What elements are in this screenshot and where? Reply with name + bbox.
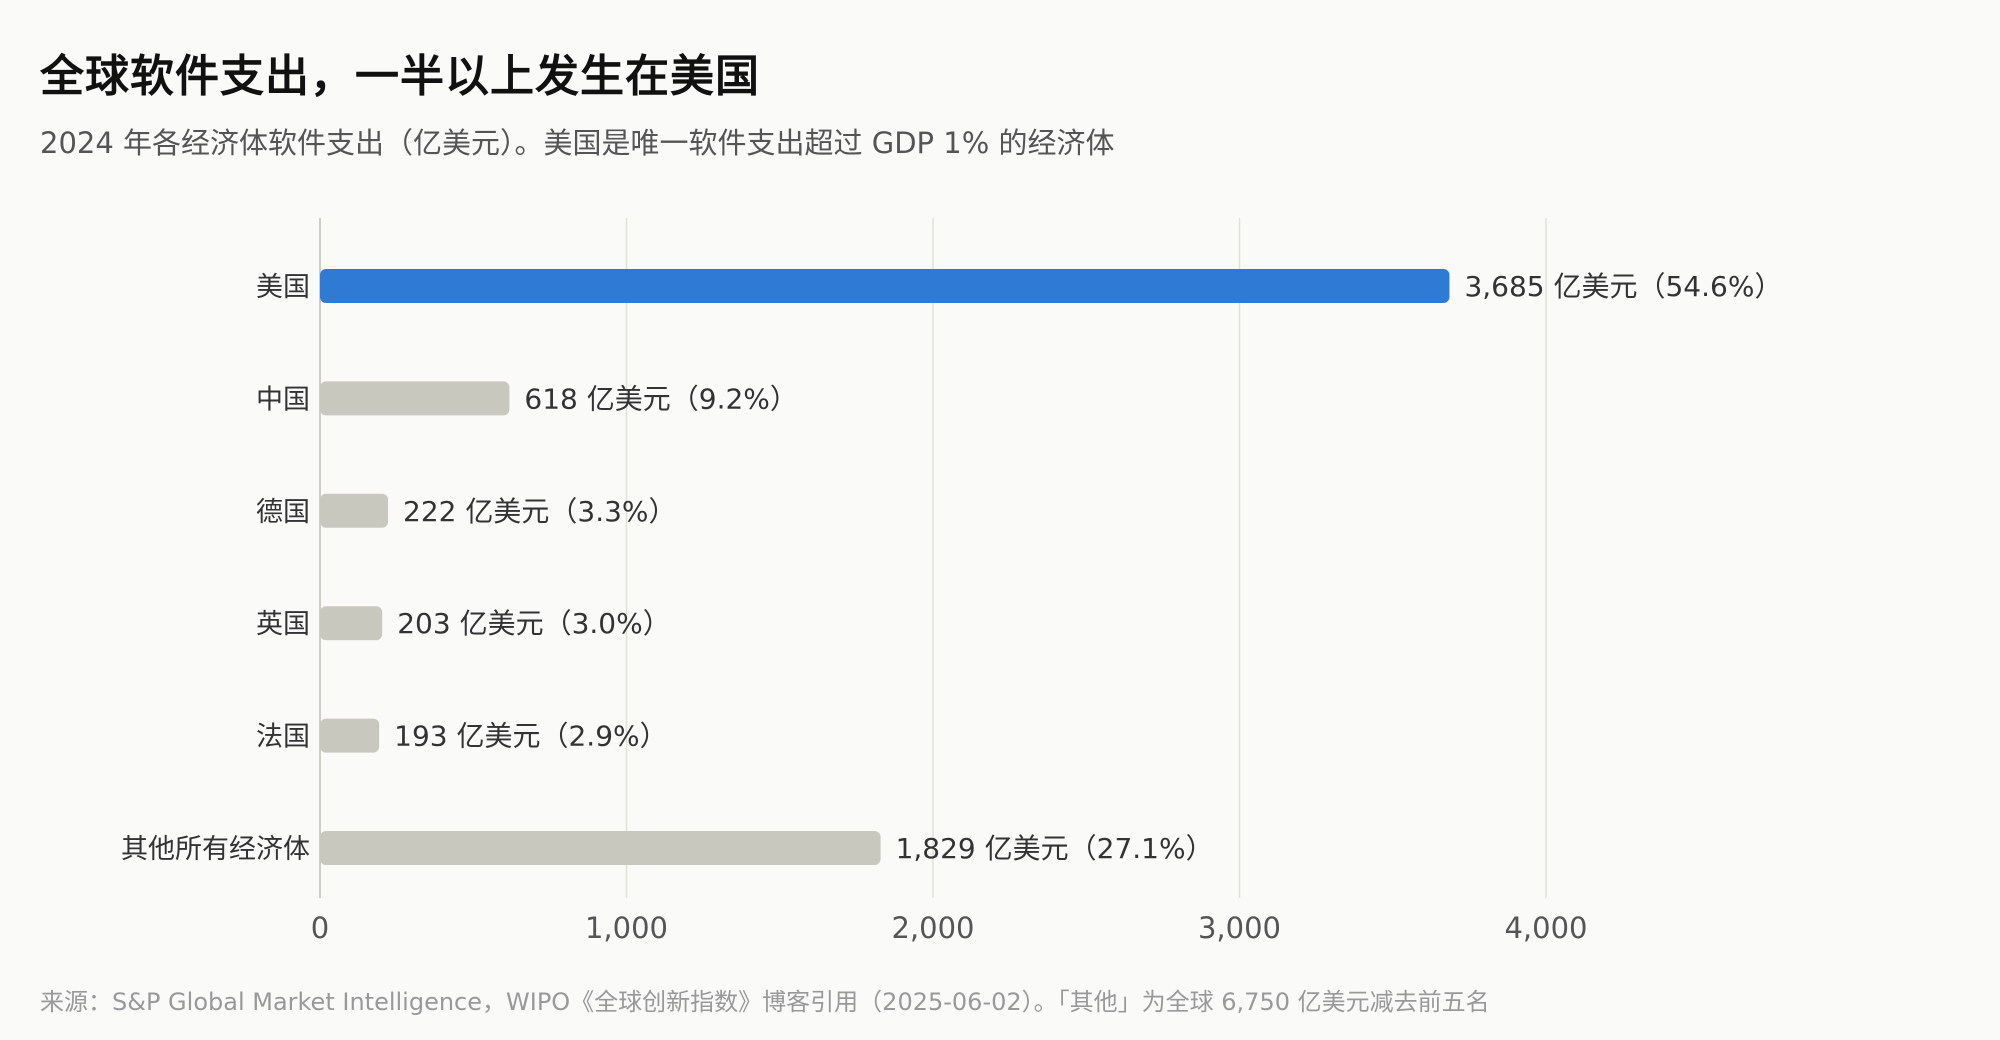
data-label: 618 亿美元（9.2%） xyxy=(524,382,797,415)
x-tick-label: 2,000 xyxy=(891,911,974,945)
data-labels: 3,685 亿美元（54.6%） 618 亿美元（9.2%） 222 亿美元（3.3… xyxy=(394,270,1782,865)
chart-subtitle: 2024 年各经济体软件支出（亿美元）。美国是唯一软件支出超过 GDP 1% 的… xyxy=(40,126,1115,160)
category-label: 美国 xyxy=(256,272,310,303)
data-label: 1,829 亿美元（27.1%） xyxy=(896,832,1214,865)
data-label: 3,685 亿美元（54.6%） xyxy=(1464,270,1782,303)
source-note: 来源：S&P Global Market Intelligence，WIPO《全… xyxy=(40,988,1490,1016)
chart-title: 全球软件支出，一半以上发生在美国 xyxy=(40,51,760,102)
gridlines xyxy=(319,218,1547,898)
x-tick-label: 1,000 xyxy=(585,911,668,945)
bars xyxy=(320,269,1450,865)
bar xyxy=(320,269,1450,303)
data-label: 193 亿美元（2.9%） xyxy=(394,720,667,753)
category-label: 其他所有经济体 xyxy=(121,834,310,865)
x-tick-label: 3,000 xyxy=(1198,911,1281,945)
category-label: 中国 xyxy=(256,384,310,415)
x-tick-label: 4,000 xyxy=(1504,911,1587,945)
bar xyxy=(320,718,380,753)
bar xyxy=(320,831,881,865)
bar xyxy=(320,493,389,528)
data-label: 222 亿美元（3.3%） xyxy=(403,495,676,528)
category-label: 德国 xyxy=(256,497,310,528)
bar xyxy=(320,381,510,416)
category-label: 法国 xyxy=(256,722,310,753)
bar xyxy=(320,606,383,641)
x-axis-ticks: 0 1,000 2,000 3,000 4,000 xyxy=(311,911,1588,945)
data-label: 203 亿美元（3.0%） xyxy=(397,607,670,640)
x-tick-label: 0 xyxy=(311,911,329,945)
category-label: 英国 xyxy=(256,609,310,640)
